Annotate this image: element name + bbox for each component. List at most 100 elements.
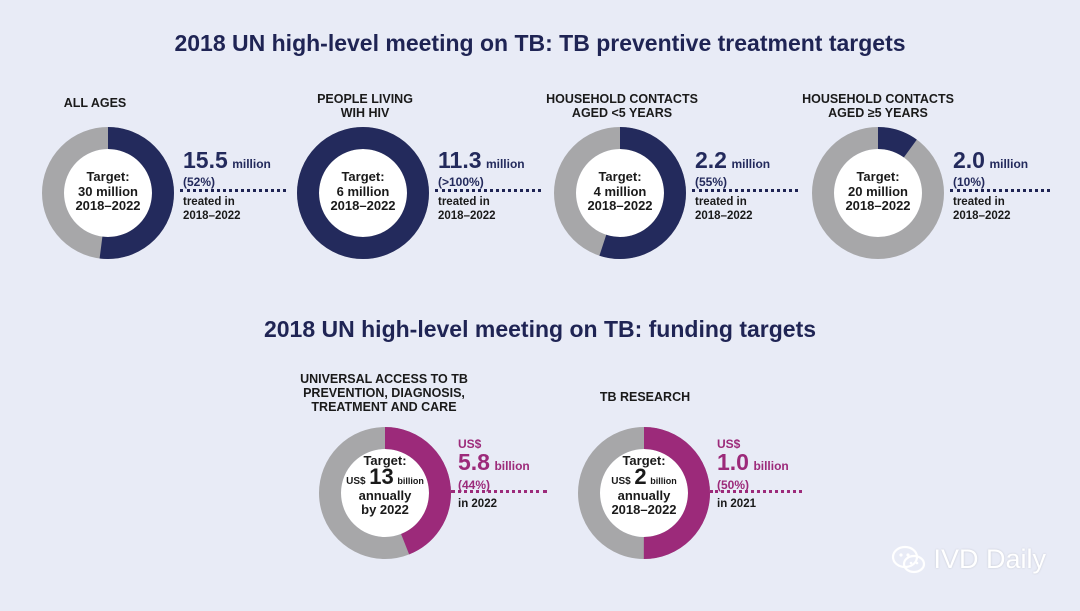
achieved-value: 2.0	[953, 147, 985, 173]
target-number: 13	[369, 464, 394, 489]
target-period: 2018–2022	[587, 198, 653, 213]
achieved-unit: billion	[494, 459, 530, 473]
achieved-value: 15.5	[183, 147, 228, 173]
chart-title-funding: 2018 UN high-level meeting on TB: fundin…	[263, 316, 817, 342]
achieved-value-line: 2.0 million	[953, 149, 1028, 175]
dotted-connector	[451, 490, 547, 493]
panel-label: TB RESEARCH	[535, 390, 755, 404]
target-value: 20 million	[848, 183, 908, 199]
achieved-currency: US$	[458, 437, 482, 451]
target-value: 4 million	[593, 183, 647, 199]
achieved-unit: million	[485, 157, 525, 171]
target-amount: US$ 2 billion	[589, 466, 699, 489]
achieved-block: 2.2 million (55%) treated in 2018–2022	[695, 149, 770, 223]
panel-label: ALL AGES	[63, 96, 127, 110]
donut-center-text: Target: 30 million 2018–2022	[53, 169, 163, 214]
donut-ring	[319, 427, 451, 559]
donut-value-arc	[297, 127, 429, 259]
donut-hole	[341, 449, 429, 537]
watermark: IVD Daily	[891, 544, 1046, 575]
target-line4: by 2022	[361, 502, 409, 517]
achieved-block: US$ 5.8 billion (44%) in 2022	[458, 438, 530, 512]
panel-label-line1: UNIVERSAL ACCESS TO TB	[300, 372, 468, 386]
caption-line2: 2018–2022	[183, 209, 241, 222]
target-currency: US$	[611, 476, 631, 487]
achieved-percent: (10%)	[953, 175, 986, 189]
donut-ring	[297, 127, 429, 259]
dotted-connector	[710, 490, 802, 493]
achieved-block: US$ 1.0 billion (50%) in 2021	[717, 438, 789, 512]
achieved-value: 5.8	[458, 449, 490, 475]
donut-center-text: Target: 20 million 2018–2022	[823, 169, 933, 214]
panel-label: PEOPLE LIVING WIH HIV	[255, 92, 475, 120]
achieved-unit: million	[232, 157, 271, 171]
target-period: 2018–2022	[75, 198, 141, 213]
caption-line2: 2018–2022	[438, 209, 496, 222]
caption-line2: 2018–2022	[953, 209, 1011, 222]
target-label: Target:	[363, 453, 407, 468]
achieved-value-line: 5.8 billion	[458, 451, 530, 478]
panel-label-line2: AGED ≥5 YEARS	[828, 106, 928, 120]
target-line3: annually	[617, 488, 671, 503]
caption-line1: treated in	[953, 196, 1005, 208]
achieved-percent: (44%)	[458, 478, 491, 492]
donut-value-arc	[42, 127, 174, 259]
donut-center-text: Target: US$ 13 billion annually by 2022	[330, 454, 440, 517]
target-label: Target:	[86, 169, 130, 184]
donut-center-text: Target: 6 million 2018–2022	[308, 169, 418, 214]
target-label: Target:	[341, 169, 385, 184]
panel-label-line1: PEOPLE LIVING	[317, 92, 413, 106]
caption-line1: in 2021	[717, 498, 756, 510]
dotted-connector	[950, 189, 1050, 192]
achieved-percent: (55%)	[695, 175, 728, 189]
target-value: 30 million	[78, 183, 138, 199]
panel-label-line2: PREVENTION, DIAGNOSIS,	[303, 386, 465, 400]
achieved-unit: billion	[753, 459, 789, 473]
target-label: Target:	[598, 169, 642, 184]
achieved-value: 1.0	[717, 449, 749, 475]
achieved-value-line: 11.3 million	[438, 149, 525, 175]
donut-hole	[319, 149, 407, 237]
achieved-unit: million	[989, 157, 1029, 171]
caption-line2: 2018–2022	[695, 209, 753, 222]
caption-line1: in 2022	[458, 498, 497, 510]
donut-center-text: Target: 4 million 2018–2022	[565, 169, 675, 214]
target-label: Target:	[622, 453, 666, 468]
donut-ring	[812, 127, 944, 259]
donut-value-arc	[812, 127, 944, 259]
achieved-value-line: 15.5 million	[183, 149, 271, 175]
achieved-percent: (50%)	[717, 478, 750, 492]
achieved-percent: (>100%)	[438, 175, 484, 189]
dotted-connector	[435, 189, 541, 192]
watermark-text: IVD Daily	[933, 544, 1046, 574]
achieved-unit: million	[731, 157, 771, 171]
achieved-block: 2.0 million (10%) treated in 2018–2022	[953, 149, 1028, 223]
donut-hole	[576, 149, 664, 237]
donut-ring	[42, 127, 174, 259]
achieved-percent: (52%)	[183, 175, 216, 189]
achieved-value-line: 2.2 million	[695, 149, 770, 175]
panel-label-line3: TREATMENT AND CARE	[311, 400, 457, 414]
panel-label-line1: HOUSEHOLD CONTACTS	[802, 92, 954, 106]
target-line3: annually	[358, 488, 412, 503]
chart-title-preventive: 2018 UN high-level meeting on TB: TB pre…	[174, 30, 906, 56]
caption-line1: treated in	[695, 196, 747, 208]
caption-line1: treated in	[183, 196, 235, 208]
donut-value-arc	[319, 427, 451, 559]
donut-hole	[64, 149, 152, 237]
donut-hole	[600, 449, 688, 537]
target-number: 2	[634, 464, 647, 489]
donut-value-arc	[578, 427, 710, 559]
panel-label: HOUSEHOLD CONTACTS AGED ≥5 YEARS	[768, 92, 988, 120]
panel-label-line2: WIH HIV	[340, 106, 390, 120]
target-amount: US$ 13 billion	[330, 466, 440, 489]
donut-ring	[578, 427, 710, 559]
panel-label-line1: HOUSEHOLD CONTACTS	[546, 92, 698, 106]
panel-label-line2: AGED <5 YEARS	[571, 106, 673, 120]
target-line4: 2018–2022	[611, 502, 677, 517]
target-period: 2018–2022	[845, 198, 911, 213]
donut-value-arc	[554, 127, 686, 259]
caption-line1: treated in	[438, 196, 490, 208]
achieved-currency: US$	[717, 437, 741, 451]
achieved-block: 11.3 million (>100%) treated in 2018–202…	[438, 149, 525, 223]
